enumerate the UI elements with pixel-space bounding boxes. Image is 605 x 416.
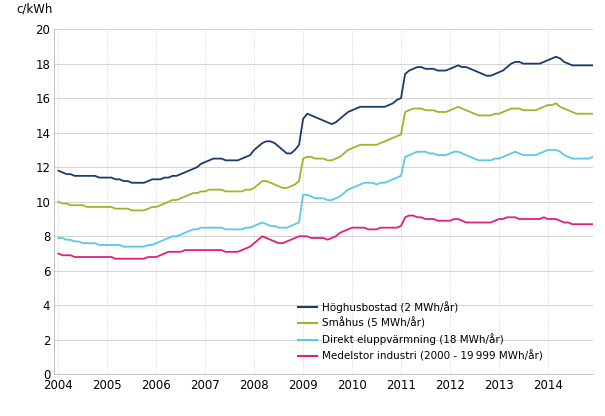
Legend: Höghusbostad (2 MWh/år), Småhus (5 MWh/år), Direkt eluppvärmning (18 MWh/år), Me: Höghusbostad (2 MWh/år), Småhus (5 MWh/å… <box>294 297 547 366</box>
Medelstor industri (2000 - 19 999 MWh/år) <box>124 256 131 261</box>
Text: c/kWh: c/kWh <box>17 2 53 15</box>
Småhus (5 MWh/år) <box>552 101 560 106</box>
Höghusbostad (2 MWh/år) <box>100 175 107 180</box>
Direkt eluppvärmning (18 MWh/år) <box>54 235 62 240</box>
Småhus (5 MWh/år) <box>128 208 136 213</box>
Höghusbostad (2 MWh/år) <box>552 54 560 59</box>
Medelstor industri (2000 - 19 999 MWh/år) <box>54 251 62 256</box>
Höghusbostad (2 MWh/år) <box>222 158 229 163</box>
Småhus (5 MWh/år) <box>120 206 127 211</box>
Direkt eluppvärmning (18 MWh/år) <box>100 243 107 248</box>
Line: Medelstor industri (2000 - 19 999 MWh/år): Medelstor industri (2000 - 19 999 MWh/år… <box>58 215 593 259</box>
Direkt eluppvärmning (18 MWh/år) <box>238 227 246 232</box>
Höghusbostad (2 MWh/år) <box>491 72 499 77</box>
Medelstor industri (2000 - 19 999 MWh/år) <box>222 249 229 254</box>
Höghusbostad (2 MWh/år) <box>120 178 127 183</box>
Höghusbostad (2 MWh/år) <box>238 156 246 161</box>
Småhus (5 MWh/år) <box>54 199 62 204</box>
Medelstor industri (2000 - 19 999 MWh/år) <box>491 218 499 223</box>
Line: Småhus (5 MWh/år): Småhus (5 MWh/år) <box>58 103 593 210</box>
Line: Direkt eluppvärmning (18 MWh/år): Direkt eluppvärmning (18 MWh/år) <box>58 150 593 247</box>
Småhus (5 MWh/år) <box>491 111 499 116</box>
Medelstor industri (2000 - 19 999 MWh/år) <box>238 248 246 253</box>
Direkt eluppvärmning (18 MWh/år) <box>120 244 127 249</box>
Höghusbostad (2 MWh/år) <box>487 73 494 78</box>
Medelstor industri (2000 - 19 999 MWh/år) <box>589 222 597 227</box>
Line: Höghusbostad (2 MWh/år): Höghusbostad (2 MWh/år) <box>58 57 593 183</box>
Medelstor industri (2000 - 19 999 MWh/år) <box>112 256 119 261</box>
Småhus (5 MWh/år) <box>238 189 246 194</box>
Medelstor industri (2000 - 19 999 MWh/år) <box>405 213 413 218</box>
Småhus (5 MWh/år) <box>589 111 597 116</box>
Direkt eluppvärmning (18 MWh/år) <box>124 244 131 249</box>
Småhus (5 MWh/år) <box>100 204 107 209</box>
Höghusbostad (2 MWh/år) <box>54 168 62 173</box>
Höghusbostad (2 MWh/år) <box>589 63 597 68</box>
Småhus (5 MWh/år) <box>222 189 229 194</box>
Småhus (5 MWh/år) <box>487 113 494 118</box>
Medelstor industri (2000 - 19 999 MWh/år) <box>495 216 503 221</box>
Direkt eluppvärmning (18 MWh/år) <box>589 154 597 159</box>
Höghusbostad (2 MWh/år) <box>128 180 136 185</box>
Direkt eluppvärmning (18 MWh/år) <box>544 148 552 153</box>
Direkt eluppvärmning (18 MWh/år) <box>491 156 499 161</box>
Direkt eluppvärmning (18 MWh/år) <box>222 227 229 232</box>
Medelstor industri (2000 - 19 999 MWh/år) <box>100 255 107 260</box>
Direkt eluppvärmning (18 MWh/år) <box>487 158 494 163</box>
